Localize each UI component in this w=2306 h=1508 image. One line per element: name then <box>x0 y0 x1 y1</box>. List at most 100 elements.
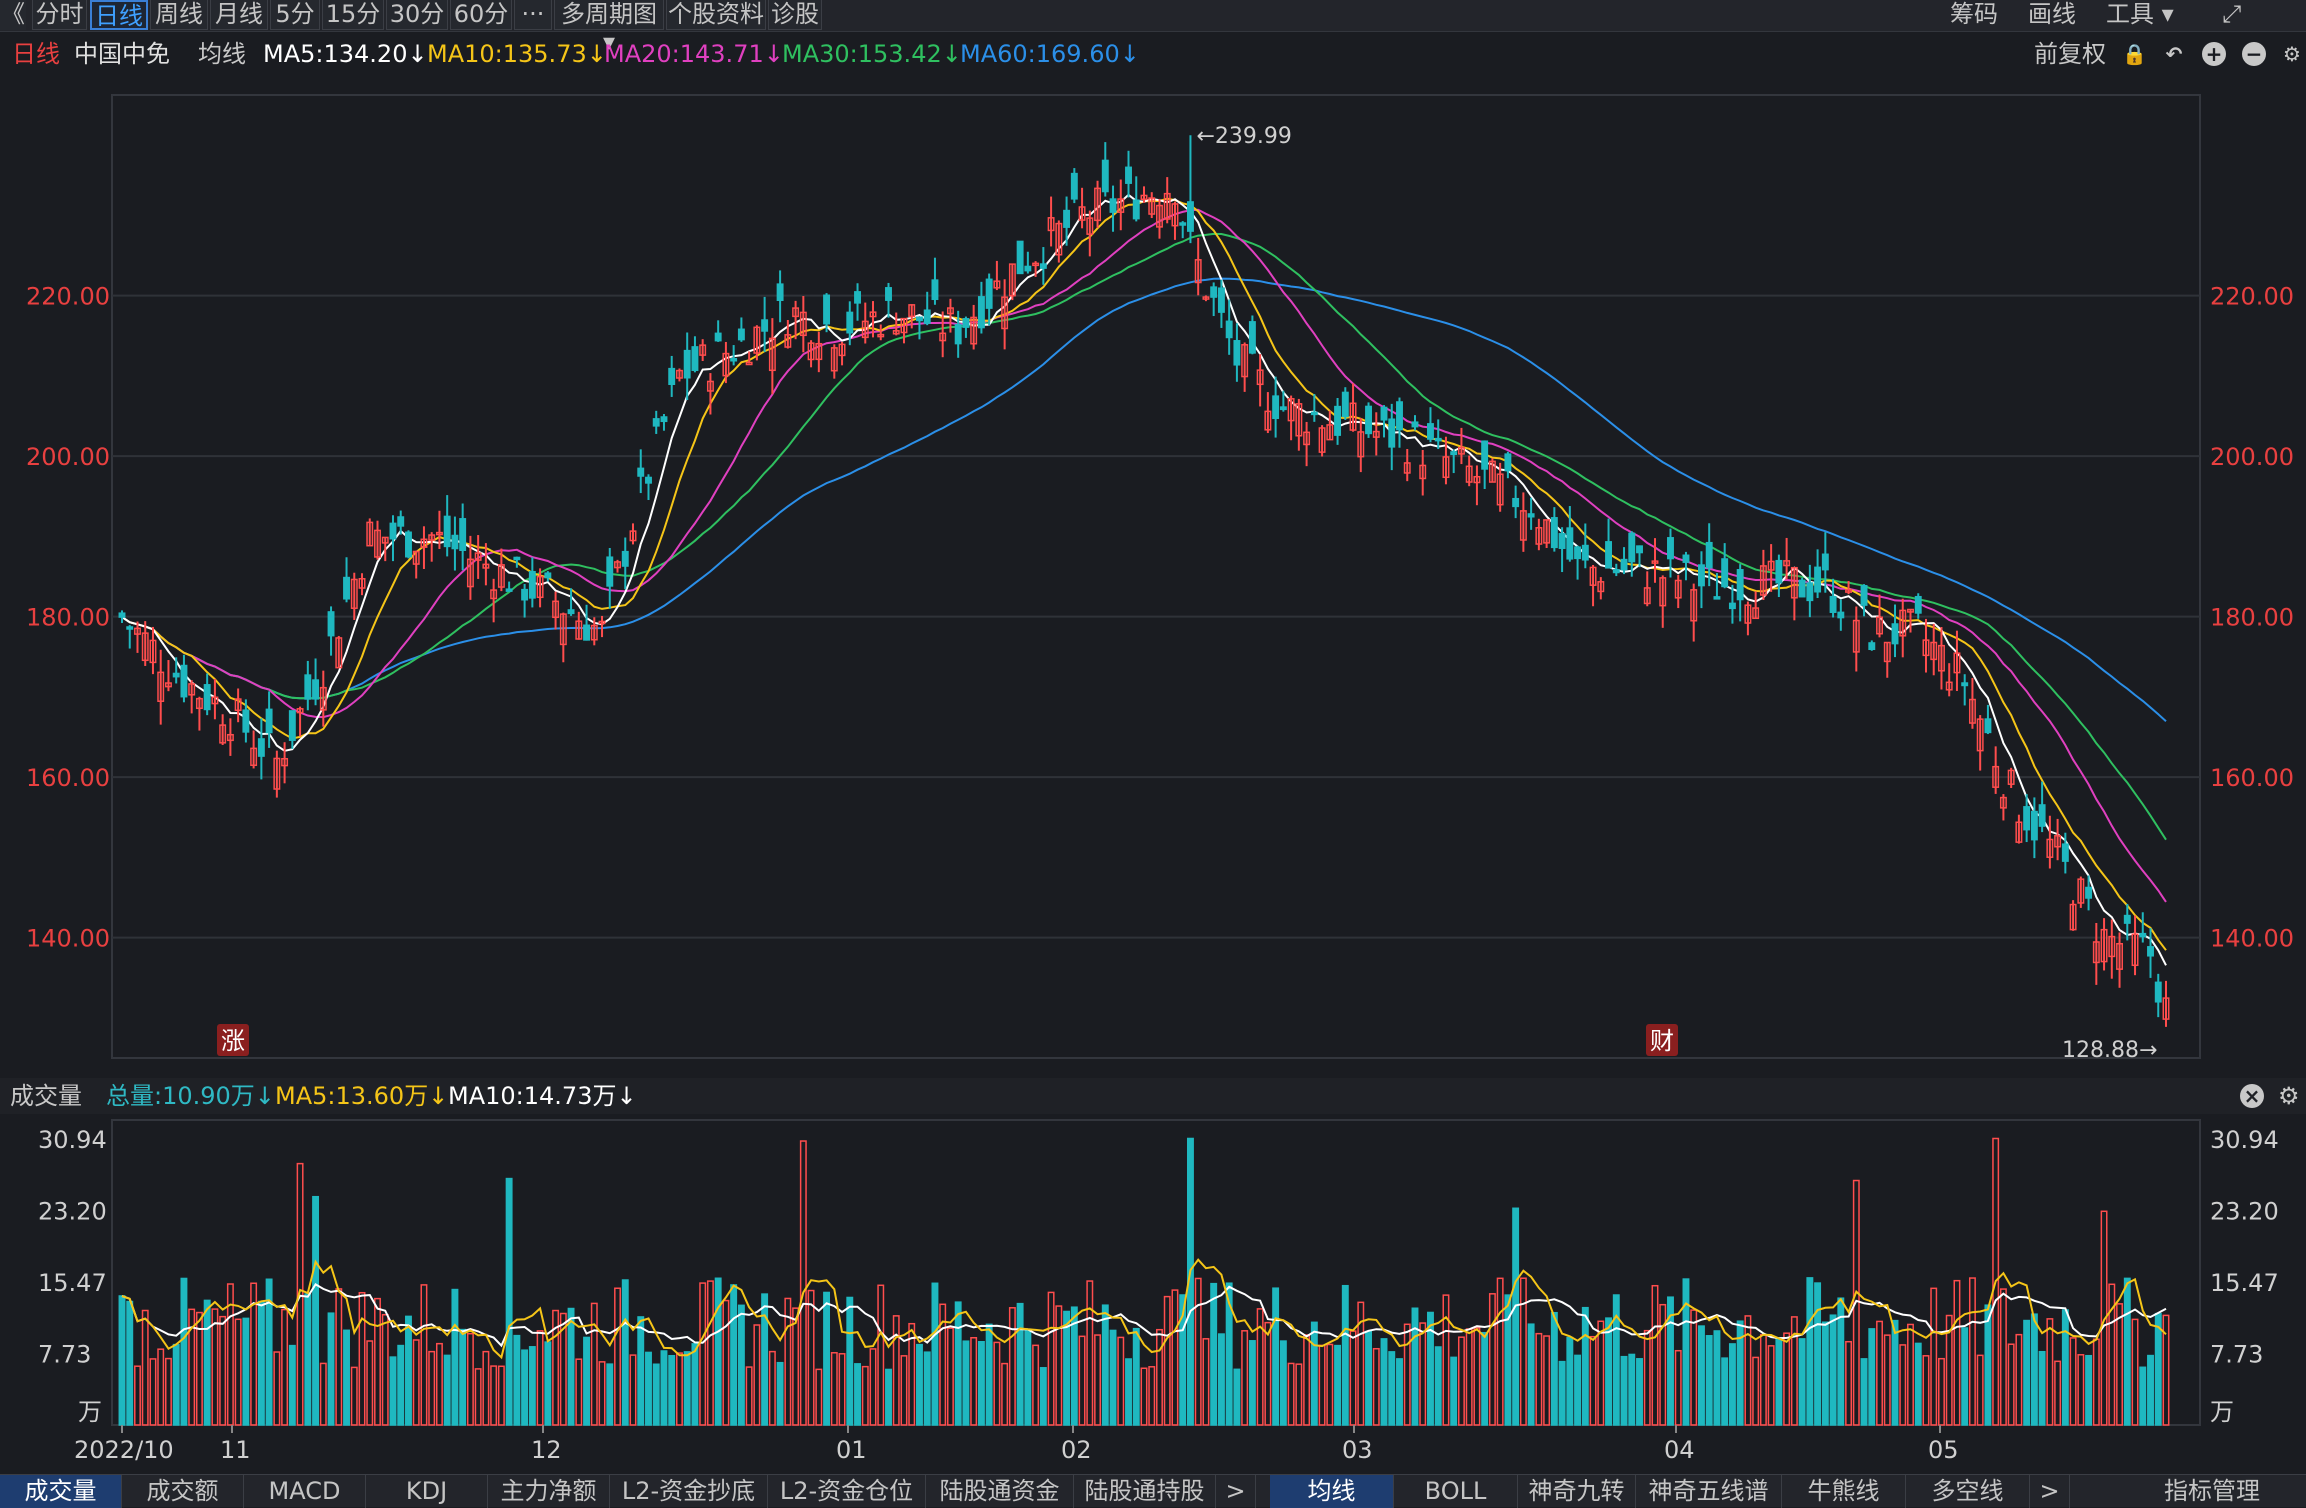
fullscreen-icon[interactable]: ⤢ <box>2222 0 2242 28</box>
candle-body <box>1636 545 1643 554</box>
candle-body <box>265 708 273 734</box>
candle-body <box>304 674 312 700</box>
ma-label[interactable]: 均线 <box>198 40 246 68</box>
diagnosis-tab[interactable]: 诊股 <box>768 0 822 30</box>
candle-body <box>1225 320 1233 339</box>
drawing-button[interactable]: 画线 <box>2028 0 2076 28</box>
tab-volume[interactable]: 成交量 <box>0 1475 122 1508</box>
lock-icon[interactable]: 🔒 <box>2122 42 2147 66</box>
tab-30min[interactable]: 30分 <box>386 0 448 30</box>
candle-body <box>497 564 505 588</box>
volume-bar <box>1852 1179 1860 1426</box>
volume-bar <box>815 1368 823 1426</box>
tab-macd[interactable]: MACD <box>244 1475 366 1508</box>
close-icon[interactable]: × <box>2240 1084 2264 1108</box>
candle-body <box>180 664 188 698</box>
chips-button[interactable]: 筹码 <box>1950 0 1998 28</box>
more-left-icon[interactable]: > <box>1216 1475 1256 1508</box>
zoom-in-icon[interactable]: + <box>2202 42 2226 66</box>
candle-body <box>583 624 591 641</box>
volume-bar <box>792 1307 800 1426</box>
tab-l2-bottom[interactable]: L2-资金抄底 <box>610 1475 768 1508</box>
tab-weekly[interactable]: 周线 <box>150 0 208 30</box>
volume-ma5-line <box>121 1258 2167 1360</box>
volume-bar <box>939 1303 947 1426</box>
candle-body <box>1667 537 1674 560</box>
more-button[interactable]: ··· <box>514 0 552 30</box>
tab-magic-five[interactable]: 神奇五线谱 <box>1636 1475 1782 1508</box>
candle-body <box>1860 585 1868 606</box>
candle-body <box>1728 602 1736 610</box>
candle-body <box>846 311 854 334</box>
tab-magic-nine[interactable]: 神奇九转 <box>1518 1475 1636 1508</box>
tab-minute[interactable]: 分时 <box>32 0 87 30</box>
candle-body <box>374 529 381 558</box>
candle-body <box>916 316 923 322</box>
volume-bar <box>699 1282 707 1426</box>
stock-profile-tab[interactable]: 个股资料 <box>666 0 766 30</box>
volume-bar <box>1357 1301 1365 1426</box>
tab-northbound-flow[interactable]: 陆股通资金 <box>926 1475 1074 1508</box>
multi-period-dropdown[interactable]: 多周期图 ▾ <box>554 0 664 56</box>
tab-kdj[interactable]: KDJ <box>366 1475 488 1508</box>
tab-turnover[interactable]: 成交额 <box>122 1475 244 1508</box>
candle-body <box>675 369 683 379</box>
tab-boll[interactable]: BOLL <box>1394 1475 1518 1508</box>
tools-dropdown[interactable]: 工具 ▾ <box>2106 0 2174 28</box>
candle-body <box>2054 835 2062 848</box>
candle-body <box>281 757 289 767</box>
more-right-icon[interactable]: > <box>2030 1475 2070 1508</box>
settings-icon[interactable]: ⚙ <box>2283 42 2301 66</box>
volume-bar <box>296 1162 304 1426</box>
volume-bar <box>234 1318 242 1426</box>
date-label: 2022/10 <box>74 1436 174 1464</box>
candle-body <box>1287 398 1295 422</box>
volume-bar <box>1581 1306 1589 1426</box>
volume-bar <box>219 1315 227 1426</box>
tab-monthly[interactable]: 月线 <box>210 0 268 30</box>
candle-body <box>1535 527 1543 545</box>
candle-body <box>807 342 815 361</box>
tab-long-short[interactable]: 多空线 <box>1906 1475 2030 1508</box>
volume-bar <box>195 1311 203 1426</box>
tab-bull-bear[interactable]: 牛熊线 <box>1782 1475 1906 1508</box>
back-button[interactable]: 《 <box>0 0 26 30</box>
candle-body <box>203 684 211 711</box>
volume-bar <box>420 1284 428 1426</box>
volume-bar <box>1210 1282 1218 1426</box>
volume-bar <box>242 1317 250 1426</box>
tab-ma[interactable]: 均线 <box>1270 1475 1394 1508</box>
undo-icon[interactable]: ↶ <box>2165 42 2183 66</box>
tab-l2-position[interactable]: L2-资金仓位 <box>768 1475 926 1508</box>
price-tick-left: 160.00 <box>26 764 110 792</box>
candle-body <box>985 278 993 309</box>
candle-body <box>1752 607 1760 620</box>
candle-body <box>1101 159 1109 193</box>
volume-settings-icon[interactable]: ⚙ <box>2278 1082 2300 1110</box>
candle-body <box>1868 642 1876 651</box>
candle-body <box>1705 541 1713 569</box>
volume-unit-left: 万 <box>78 1398 102 1426</box>
volume-bar <box>134 1365 141 1426</box>
indicator-manage[interactable]: 指标管理 <box>2164 1477 2260 1505</box>
tab-main-net[interactable]: 主力净额 <box>488 1475 610 1508</box>
zoom-out-icon[interactable]: − <box>2242 42 2266 66</box>
candle-body <box>1651 560 1659 564</box>
tab-15min[interactable]: 15分 <box>322 0 384 30</box>
candle-body <box>892 330 900 335</box>
tab-5min[interactable]: 5分 <box>270 0 320 30</box>
volume-bar <box>180 1277 188 1426</box>
candle-body <box>637 467 645 477</box>
tab-60min[interactable]: 60分 <box>450 0 512 30</box>
candle-body <box>1241 344 1249 378</box>
adjust-label[interactable]: 前复权 <box>2034 40 2106 68</box>
volume-bar <box>784 1297 792 1426</box>
candle-body <box>1202 296 1210 300</box>
volume-bar <box>1891 1319 1899 1426</box>
tab-daily[interactable]: 日线 <box>90 0 148 30</box>
candle-body <box>296 708 304 714</box>
candle-body <box>1605 541 1613 569</box>
candle-body <box>598 620 606 625</box>
tab-northbound-holding[interactable]: 陆股通持股 <box>1074 1475 1216 1508</box>
